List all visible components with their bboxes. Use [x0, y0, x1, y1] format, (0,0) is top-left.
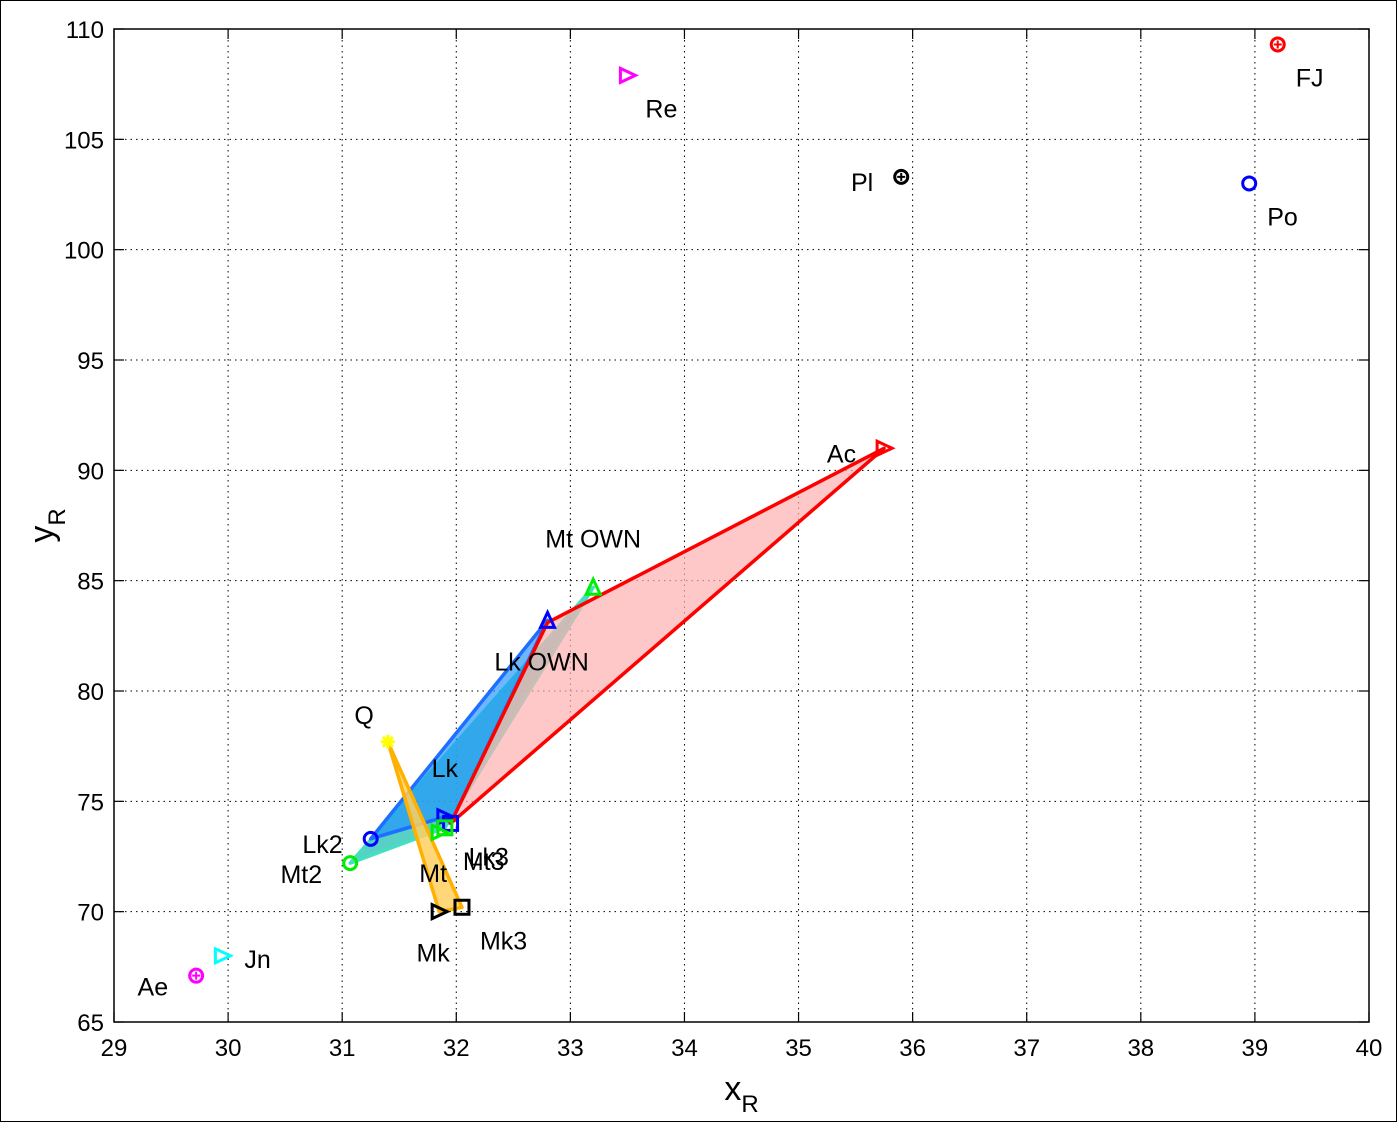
- point-mt3-label: Mt3: [463, 848, 505, 876]
- point-jn-label: Jn: [244, 946, 270, 974]
- y-tick-label: 75: [77, 789, 104, 816]
- x-axis-label: xR: [724, 1070, 758, 1118]
- hull-polygon-3: [386, 740, 464, 914]
- y-axis-label-main: y: [23, 526, 61, 543]
- x-tick-label: 33: [557, 1035, 584, 1062]
- point-fj-label: FJ: [1296, 64, 1324, 92]
- y-tick-label: 90: [77, 458, 104, 485]
- point-ac-marker: [875, 438, 896, 458]
- x-axis-label-main: x: [724, 1070, 741, 1108]
- point-labels: Re FJ Pl Po Ac Mt OWN Lk OWN Q Lk Lk2 Lk3 Mt2 Mt Mt3 M…: [138, 64, 1324, 1001]
- point-re-label: Re: [645, 95, 677, 123]
- x-axis-label-sub: R: [741, 1091, 758, 1118]
- x-tick-label: 36: [899, 1035, 926, 1062]
- point-re-marker: [618, 65, 639, 85]
- hull-polygons: [348, 446, 886, 914]
- x-tick-label: 31: [329, 1035, 356, 1062]
- y-tick-label: 70: [77, 900, 104, 927]
- y-axis-label-sub: R: [44, 508, 71, 525]
- x-tick-label: 29: [101, 1035, 128, 1062]
- point-mt2-label: Mt2: [280, 861, 322, 889]
- point-lk2-label: Lk2: [302, 831, 342, 859]
- y-tick-label: 110: [66, 17, 104, 44]
- point-jn-marker: [213, 946, 234, 966]
- y-tick-label: 100: [64, 238, 104, 265]
- point-pl-marker: [893, 168, 910, 185]
- y-tick-label: 95: [77, 348, 104, 375]
- point-mk3-marker: [453, 898, 471, 916]
- x-tick-label: 39: [1242, 1035, 1269, 1062]
- x-tick-label: 40: [1356, 1035, 1383, 1062]
- y-tick-label: 105: [64, 127, 104, 154]
- hull-polygon-2: [448, 446, 886, 826]
- point-pl-label: Pl: [851, 169, 873, 197]
- point-q-label: Q: [354, 702, 373, 730]
- point-q-marker: [380, 734, 395, 749]
- point-mk-label: Mk: [416, 940, 450, 968]
- y-tick-label: 80: [77, 679, 104, 706]
- point-mk3-label: Mk3: [480, 927, 527, 955]
- point-po-marker: [1241, 175, 1258, 192]
- axis-ticks: 29 30 31 32 33 34 35 36 37 38 39 40 65 70 75 80 85 90 95 10…: [64, 17, 1382, 1062]
- x-tick-label: 32: [443, 1035, 470, 1062]
- point-mt-own-marker: [583, 575, 603, 596]
- x-tick-label: 34: [671, 1035, 698, 1062]
- data-points: [188, 36, 1286, 984]
- point-mt-own-label: Mt OWN: [545, 525, 641, 553]
- x-tick-label: 37: [1013, 1035, 1040, 1062]
- point-mk-marker: [430, 902, 451, 922]
- point-lk-label: Lk: [432, 755, 459, 783]
- point-lk3-label: Lk3: [469, 843, 509, 871]
- y-tick-label: 65: [77, 1010, 104, 1037]
- x-tick-label: 38: [1127, 1035, 1154, 1062]
- point-lk-own-marker: [538, 608, 557, 629]
- y-axis-label: yR: [23, 508, 71, 542]
- point-lk2-marker: [362, 830, 379, 847]
- x-tick-label: 30: [215, 1035, 242, 1062]
- plot-area-border: [113, 28, 1370, 1023]
- point-ae-marker: [188, 967, 205, 984]
- point-po-label: Po: [1267, 203, 1298, 231]
- y-tick-label: 85: [77, 569, 104, 596]
- point-mt2-marker: [342, 855, 359, 872]
- point-ac-label: Ac: [827, 440, 856, 468]
- point-fj-marker: [1269, 36, 1286, 53]
- x-tick-label: 35: [785, 1035, 812, 1062]
- grid-lines: [114, 29, 1369, 1022]
- point-lk-own-label: Lk OWN: [494, 648, 588, 676]
- point-ae-label: Ae: [138, 974, 169, 1002]
- point-mt-label: Mt: [419, 860, 447, 888]
- point-mt3-marker: [436, 819, 454, 837]
